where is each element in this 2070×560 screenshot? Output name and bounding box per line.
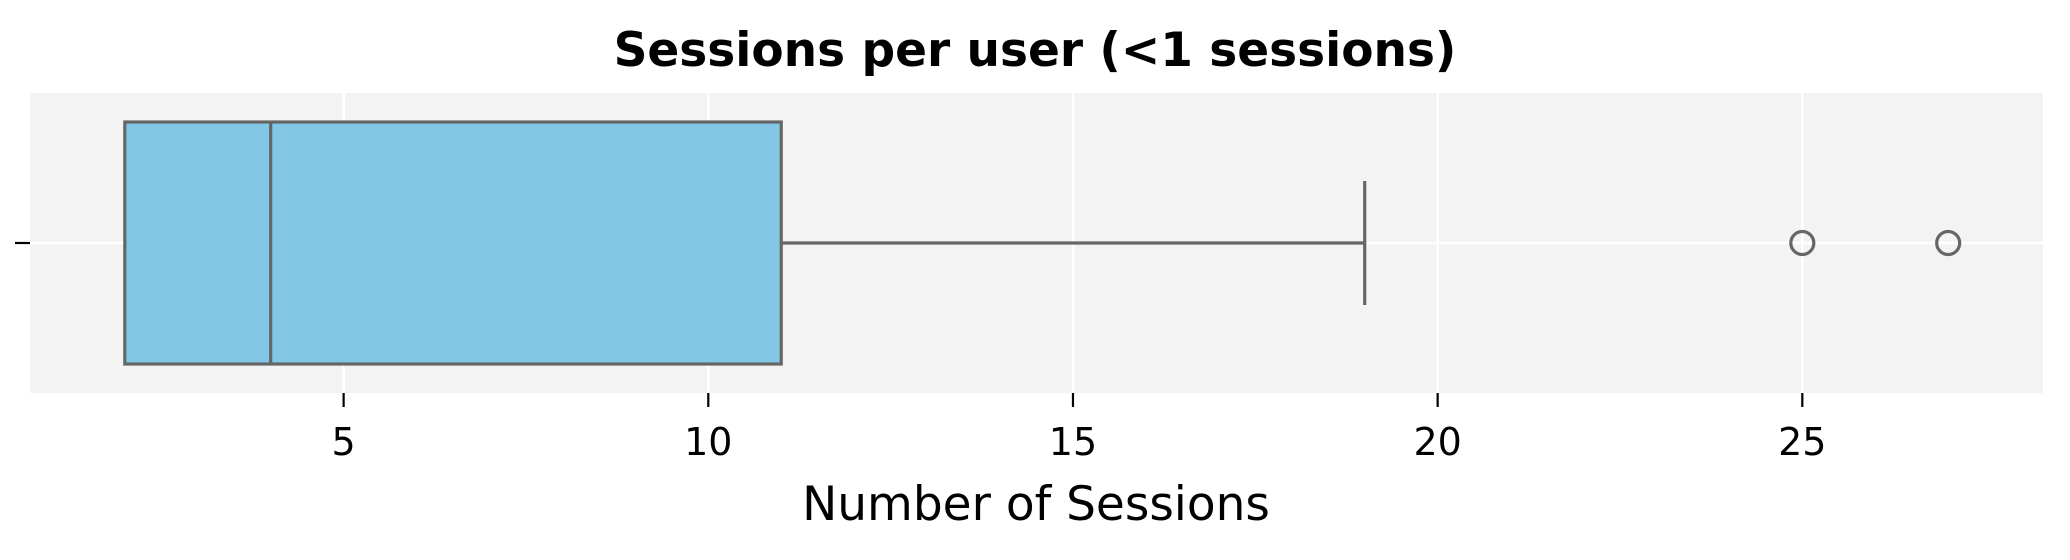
x-tick-label: 10 [684,420,732,464]
x-tick-label: 15 [1049,420,1097,464]
outlier-point [1789,229,1816,257]
x-axis-label: Number of Sessions [802,477,1270,532]
x-tick-label: 25 [1778,420,1826,464]
outlier-point [1935,229,1962,257]
chart-title: Sessions per user (<1 sessions) [614,23,1457,78]
x-tick-label: 5 [332,420,356,464]
iqr-box [123,120,783,366]
box-group [123,120,1962,366]
x-tick-label: 20 [1413,420,1461,464]
x-axis: 5 10 15 20 25 [332,393,1826,464]
